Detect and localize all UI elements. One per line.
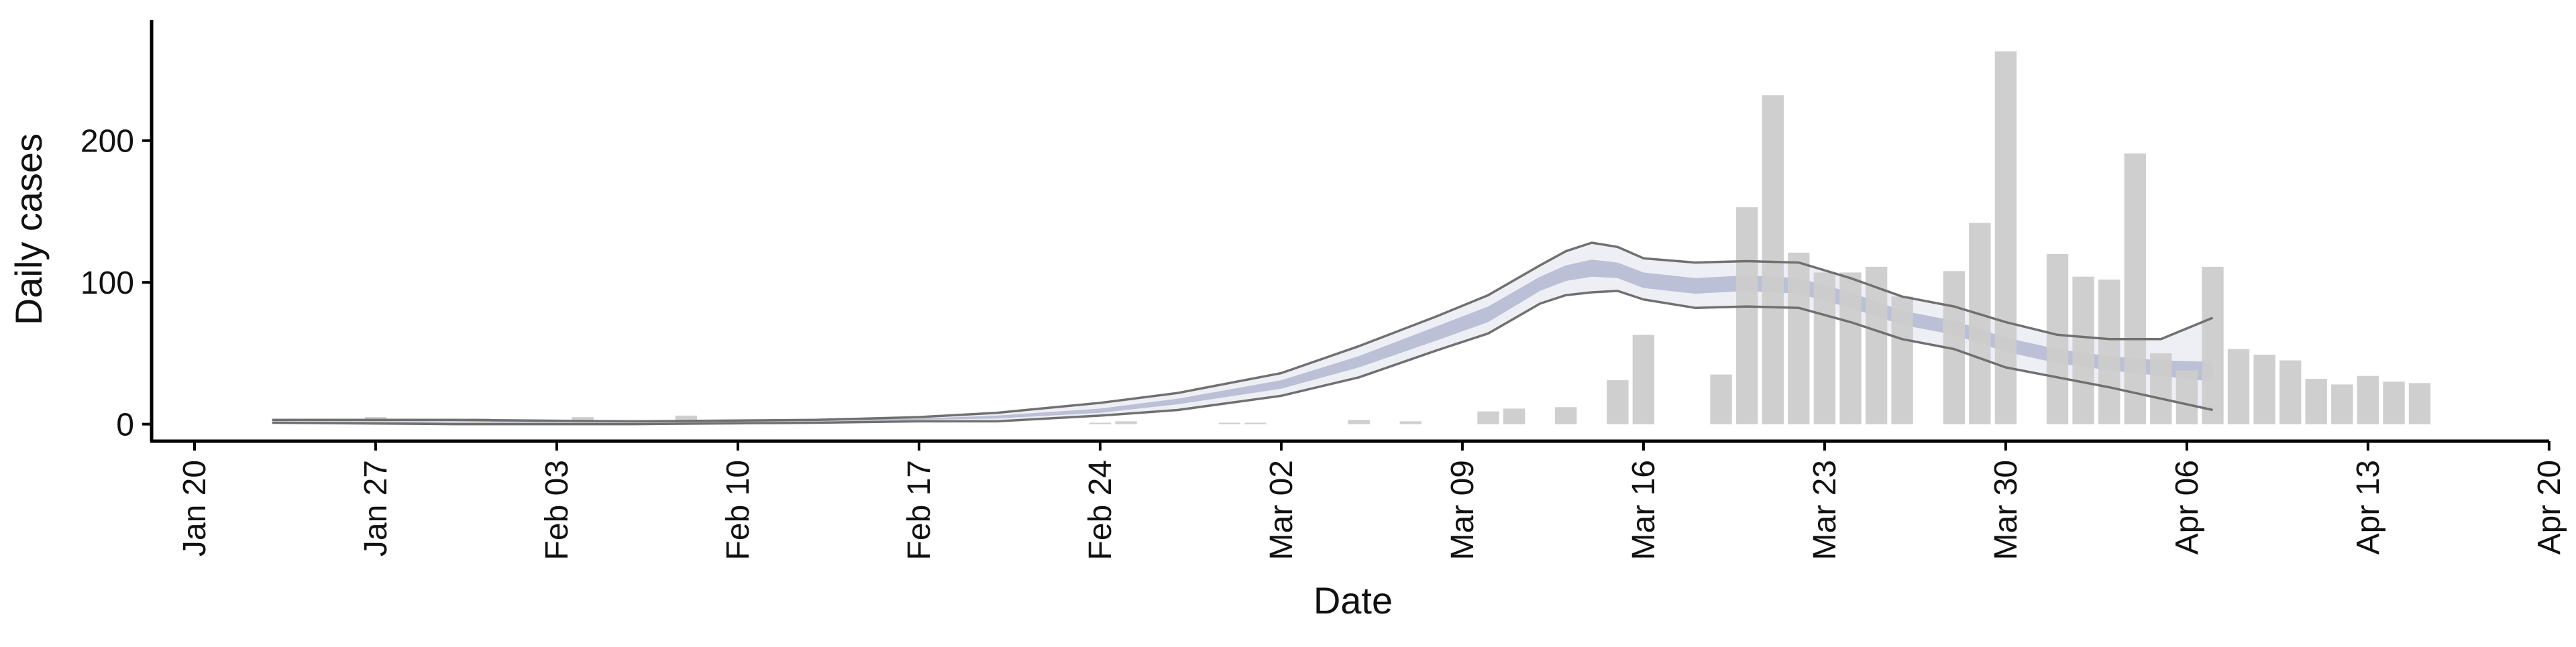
inner-band [272,259,2213,423]
bar [2331,384,2353,424]
bar [468,418,490,424]
x-tick-label: Feb 03 [539,460,575,560]
x-tick-label: Feb 17 [902,460,937,560]
bar [2383,381,2405,424]
bar [1865,266,1888,424]
x-tick-label: Mar 02 [1264,460,1299,560]
bar [1710,374,1732,424]
bars-layer [364,51,2431,424]
x-tick-label: Mar 16 [1626,460,1662,560]
bar [2046,253,2069,424]
bar [2279,360,2302,424]
upper-bound-line [272,241,2214,423]
x-tick-label: Feb 24 [1083,460,1118,560]
bar [1089,422,1112,424]
bar [2072,276,2094,424]
outer-band-layer [272,243,2213,424]
bar [1348,420,1370,424]
x-tick-label: Apr 20 [2532,460,2567,554]
lower-bound-line [272,290,2213,426]
x-tick-label: Jan 20 [177,460,213,556]
bar [2124,153,2146,424]
bar [1607,380,1629,424]
x-tick-label: Jan 27 [358,460,394,556]
bar [1891,296,1913,424]
y-ticks: 0 100 200 [80,124,152,443]
band-lines-layer [272,241,2214,426]
bar [2253,355,2275,424]
bar [1839,272,1862,424]
bar [1477,411,1499,424]
inner-band-layer [272,259,2213,423]
x-ticks: Jan 20 Jan 27 Feb 03 Feb 10 Feb 17 Feb 24 Mar … [177,441,2567,560]
bar [1994,51,2017,424]
y-tick-label: 200 [80,124,134,160]
bar [2176,370,2198,424]
bar [1632,335,1655,424]
bar [2202,266,2224,424]
y-tick-label: 100 [80,266,134,301]
bar [2357,375,2379,424]
bar [2408,383,2431,424]
bar [2227,349,2250,424]
bar [1762,95,1784,424]
bar [1244,422,1267,424]
axes-layer [150,20,2549,443]
x-tick-label: Mar 23 [1807,460,1843,560]
bar [1813,272,1836,424]
x-tick-label: Mar 09 [1445,460,1481,560]
bar [1555,407,1577,424]
bar [2150,353,2172,424]
bar [1399,421,1421,424]
y-axis-title: Daily cases [7,133,50,325]
x-tick-label: Feb 10 [720,460,756,560]
x-tick-label: Apr 13 [2351,460,2386,554]
bar [2098,279,2121,424]
bar [1788,252,1810,424]
x-tick-label: Apr 06 [2169,460,2205,554]
bar [2305,379,2327,424]
x-axis-title: Date [1313,579,1393,622]
outer-band [272,243,2213,424]
bar [1218,422,1240,424]
x-tick-label: Mar 30 [1988,460,2024,560]
bar [1503,408,1525,424]
bar [1115,421,1137,424]
bar [1969,223,1991,424]
bar [1736,207,1758,424]
y-tick-label: 0 [116,408,134,443]
